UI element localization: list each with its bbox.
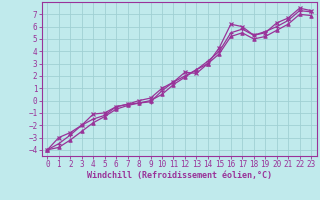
X-axis label: Windchill (Refroidissement éolien,°C): Windchill (Refroidissement éolien,°C) [87,171,272,180]
